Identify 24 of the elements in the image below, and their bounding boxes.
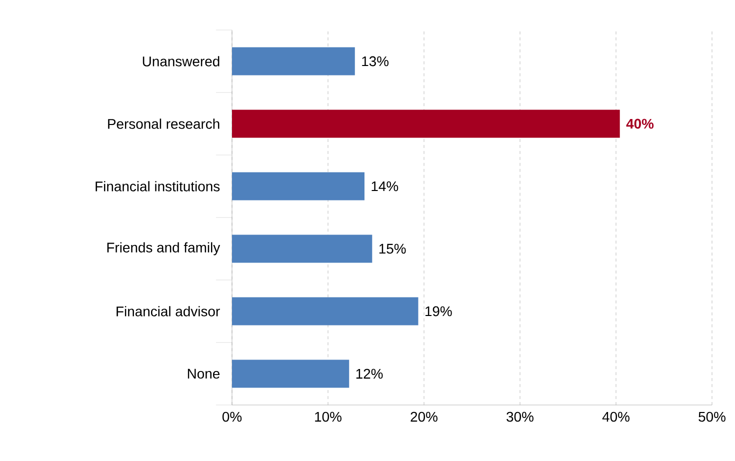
y-tick-label: Friends and family (107, 242, 220, 256)
bar (232, 172, 364, 200)
y-tick-label: Financial advisor (116, 306, 220, 316)
bar (232, 234, 372, 263)
y-tick-label: None (188, 368, 220, 379)
data-label: 14% (372, 181, 398, 192)
x-tick-label: 0% (222, 412, 242, 422)
y-tick-label: Personal research (108, 118, 220, 129)
bar (232, 47, 355, 76)
data-label: 15% (379, 244, 406, 254)
x-tick-label: 20% (410, 412, 438, 422)
y-tick-label: Unanswered (142, 56, 220, 66)
x-tick-label: 40% (602, 412, 630, 422)
x-tick-label: 30% (506, 412, 534, 422)
data-label: 40% (626, 118, 654, 129)
x-tick-label: 10% (315, 412, 342, 422)
x-tick-label: 50% (698, 412, 726, 422)
data-label: 12% (356, 368, 383, 379)
bar (232, 297, 418, 326)
data-label: 13% (362, 56, 388, 66)
data-label: 19% (426, 306, 452, 316)
y-tick-label: Financial institutions (96, 181, 220, 192)
bar (232, 110, 620, 138)
bar (232, 360, 350, 388)
